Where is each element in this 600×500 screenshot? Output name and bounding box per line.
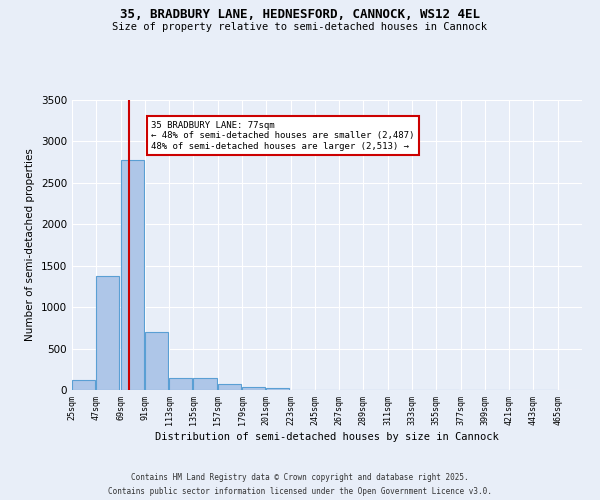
Bar bbox=[242, 386, 265, 390]
Bar bbox=[145, 332, 168, 390]
Bar bbox=[169, 378, 193, 390]
Text: Contains public sector information licensed under the Open Government Licence v3: Contains public sector information licen… bbox=[108, 488, 492, 496]
Text: Distribution of semi-detached houses by size in Cannock: Distribution of semi-detached houses by … bbox=[155, 432, 499, 442]
Text: 35, BRADBURY LANE, HEDNESFORD, CANNOCK, WS12 4EL: 35, BRADBURY LANE, HEDNESFORD, CANNOCK, … bbox=[120, 8, 480, 20]
Bar bbox=[218, 384, 241, 390]
Text: 35 BRADBURY LANE: 77sqm
← 48% of semi-detached houses are smaller (2,487)
48% of: 35 BRADBURY LANE: 77sqm ← 48% of semi-de… bbox=[151, 120, 415, 150]
Text: Size of property relative to semi-detached houses in Cannock: Size of property relative to semi-detach… bbox=[113, 22, 487, 32]
Bar bbox=[193, 378, 217, 390]
Text: Contains HM Land Registry data © Crown copyright and database right 2025.: Contains HM Land Registry data © Crown c… bbox=[131, 472, 469, 482]
Bar bbox=[72, 380, 95, 390]
Bar bbox=[96, 276, 119, 390]
Bar bbox=[121, 160, 144, 390]
Y-axis label: Number of semi-detached properties: Number of semi-detached properties bbox=[25, 148, 35, 342]
Bar bbox=[266, 388, 289, 390]
